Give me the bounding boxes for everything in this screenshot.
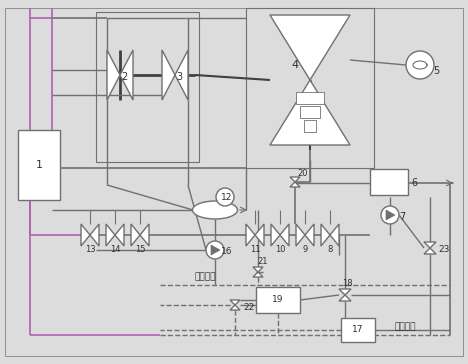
Text: 23: 23 bbox=[439, 245, 450, 254]
Polygon shape bbox=[339, 289, 351, 295]
Bar bbox=[300, 106, 320, 118]
Text: 11: 11 bbox=[250, 245, 260, 254]
Polygon shape bbox=[253, 272, 263, 277]
Polygon shape bbox=[246, 224, 255, 246]
Text: 10: 10 bbox=[275, 245, 285, 254]
Circle shape bbox=[406, 51, 434, 79]
Polygon shape bbox=[230, 300, 240, 305]
Bar bbox=[246, 8, 374, 168]
Polygon shape bbox=[230, 305, 240, 310]
Text: 15: 15 bbox=[135, 245, 145, 254]
Circle shape bbox=[216, 188, 234, 206]
Text: 5: 5 bbox=[433, 66, 439, 76]
Circle shape bbox=[381, 206, 399, 224]
Text: 2: 2 bbox=[121, 72, 127, 82]
Text: 3: 3 bbox=[176, 72, 182, 82]
Bar bbox=[18, 130, 60, 200]
Text: 4: 4 bbox=[292, 60, 299, 70]
Polygon shape bbox=[115, 224, 124, 246]
Polygon shape bbox=[280, 224, 289, 246]
Text: 21: 21 bbox=[258, 257, 268, 266]
Polygon shape bbox=[106, 224, 115, 246]
Text: 19: 19 bbox=[272, 296, 284, 305]
Polygon shape bbox=[339, 295, 351, 301]
Text: 12: 12 bbox=[221, 193, 233, 202]
Circle shape bbox=[206, 241, 224, 259]
Bar bbox=[256, 287, 300, 313]
Polygon shape bbox=[296, 224, 305, 246]
Ellipse shape bbox=[192, 201, 237, 219]
Text: 7: 7 bbox=[399, 212, 405, 222]
Polygon shape bbox=[290, 182, 300, 187]
Polygon shape bbox=[424, 248, 436, 254]
Polygon shape bbox=[131, 224, 140, 246]
Polygon shape bbox=[386, 210, 395, 220]
Polygon shape bbox=[140, 224, 149, 246]
Bar bbox=[296, 92, 324, 104]
Polygon shape bbox=[253, 267, 263, 272]
Polygon shape bbox=[271, 224, 280, 246]
Polygon shape bbox=[175, 50, 188, 100]
Bar bbox=[370, 169, 408, 195]
Text: 17: 17 bbox=[352, 325, 364, 335]
Polygon shape bbox=[162, 50, 175, 100]
Polygon shape bbox=[270, 15, 350, 80]
Polygon shape bbox=[211, 245, 220, 255]
Bar bbox=[341, 318, 375, 342]
Polygon shape bbox=[107, 50, 120, 100]
Text: 6: 6 bbox=[411, 178, 417, 188]
Polygon shape bbox=[321, 224, 330, 246]
Polygon shape bbox=[90, 224, 99, 246]
Text: 18: 18 bbox=[342, 278, 352, 288]
Polygon shape bbox=[290, 177, 300, 182]
Bar bbox=[304, 120, 316, 132]
Text: 16: 16 bbox=[221, 248, 233, 257]
Polygon shape bbox=[330, 224, 339, 246]
Text: 13: 13 bbox=[85, 245, 95, 254]
Text: 8: 8 bbox=[327, 245, 333, 254]
Text: 1: 1 bbox=[36, 160, 43, 170]
Polygon shape bbox=[305, 224, 314, 246]
Text: 9: 9 bbox=[302, 245, 307, 254]
Polygon shape bbox=[81, 224, 90, 246]
Text: 22: 22 bbox=[243, 302, 255, 312]
Text: 14: 14 bbox=[110, 245, 120, 254]
Polygon shape bbox=[424, 242, 436, 248]
Text: 热网回水: 热网回水 bbox=[394, 323, 416, 332]
Text: 20: 20 bbox=[298, 170, 308, 178]
Polygon shape bbox=[270, 80, 350, 145]
Polygon shape bbox=[120, 50, 133, 100]
Bar bbox=[96, 12, 199, 162]
Text: 热网供水: 热网供水 bbox=[194, 273, 216, 281]
Polygon shape bbox=[255, 224, 264, 246]
